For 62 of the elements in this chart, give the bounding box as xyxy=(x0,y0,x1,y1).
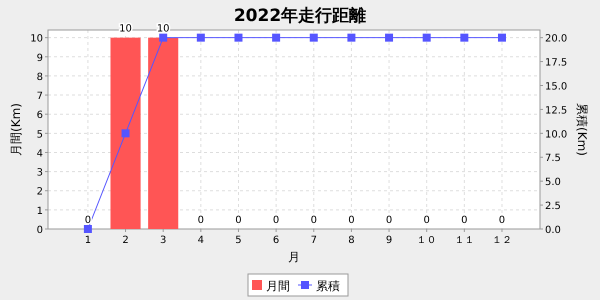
x-tick-label: 2 xyxy=(122,235,129,246)
data-label: 0 xyxy=(424,215,430,226)
y2-tick-label: 20.0 xyxy=(545,34,568,45)
y-tick-label: 8 xyxy=(36,72,43,83)
x-tick-label: 9 xyxy=(386,235,392,246)
data-label: 0 xyxy=(235,215,242,226)
y2-tick-label: 17.5 xyxy=(545,58,568,69)
data-label: 10 xyxy=(119,24,132,35)
y-tick-label: 0 xyxy=(36,225,43,236)
x-tick-label: 6 xyxy=(272,235,280,246)
x-tick-label: １０ xyxy=(416,235,437,246)
point xyxy=(498,34,506,42)
point xyxy=(460,34,468,42)
y2-tick-label: 12.5 xyxy=(545,105,568,116)
data-label: 0 xyxy=(348,215,355,226)
y-axis-title: 月間(Km) xyxy=(9,103,23,156)
y2-tick-label: 7.5 xyxy=(545,153,561,164)
data-label: 0 xyxy=(498,215,506,226)
x-tick-label: 1 xyxy=(84,235,92,246)
y-tick-label: 10 xyxy=(30,34,43,45)
data-label: 10 xyxy=(156,24,170,35)
chart-title: 2022年走行距離 xyxy=(234,6,366,26)
x-tick-label: 3 xyxy=(160,235,166,246)
y-tick-label: 4 xyxy=(36,148,43,160)
point xyxy=(196,34,205,42)
point xyxy=(422,34,431,42)
x-tick-label: 4 xyxy=(198,235,204,246)
legend-label: 月間 xyxy=(266,279,290,293)
x-tick-label: 8 xyxy=(348,235,355,246)
y-tick-label: 9 xyxy=(36,52,43,64)
point xyxy=(272,34,280,42)
x-tick-label: １２ xyxy=(492,235,512,246)
x-tick-label: 7 xyxy=(310,235,317,246)
y-tick-label: 2 xyxy=(36,186,43,198)
y-tick-label: 3 xyxy=(36,168,43,179)
point xyxy=(347,34,356,42)
x-axis-title: 月 xyxy=(288,250,300,264)
data-label: 0 xyxy=(310,215,317,226)
data-label: 0 xyxy=(461,215,468,226)
x-tick-label: １１ xyxy=(454,235,474,246)
data-label: 0 xyxy=(386,215,392,226)
x-tick-label: 5 xyxy=(235,235,242,246)
y-tick-label: 6 xyxy=(36,110,43,122)
y-tick-label: 1 xyxy=(36,206,43,217)
y2-axis-title: 累積(Km) xyxy=(575,103,589,156)
legend-label: 累積 xyxy=(316,279,340,293)
data-label: 0 xyxy=(84,215,92,226)
y2-tick-label: 0.0 xyxy=(545,225,561,236)
data-label: 0 xyxy=(198,215,204,226)
point xyxy=(159,34,168,42)
point xyxy=(122,129,130,138)
data-label: 0 xyxy=(272,215,280,226)
point xyxy=(310,34,318,42)
point xyxy=(385,34,394,42)
y2-tick-label: 10.0 xyxy=(545,129,568,140)
y2-tick-label: 15.0 xyxy=(545,81,568,92)
y2-tick-label: 5.0 xyxy=(545,177,561,188)
point xyxy=(84,225,92,233)
y2-tick-label: 2.5 xyxy=(545,201,561,212)
y-tick-label: 5 xyxy=(36,129,43,140)
point xyxy=(234,34,242,42)
y-tick-label: 7 xyxy=(36,91,43,102)
